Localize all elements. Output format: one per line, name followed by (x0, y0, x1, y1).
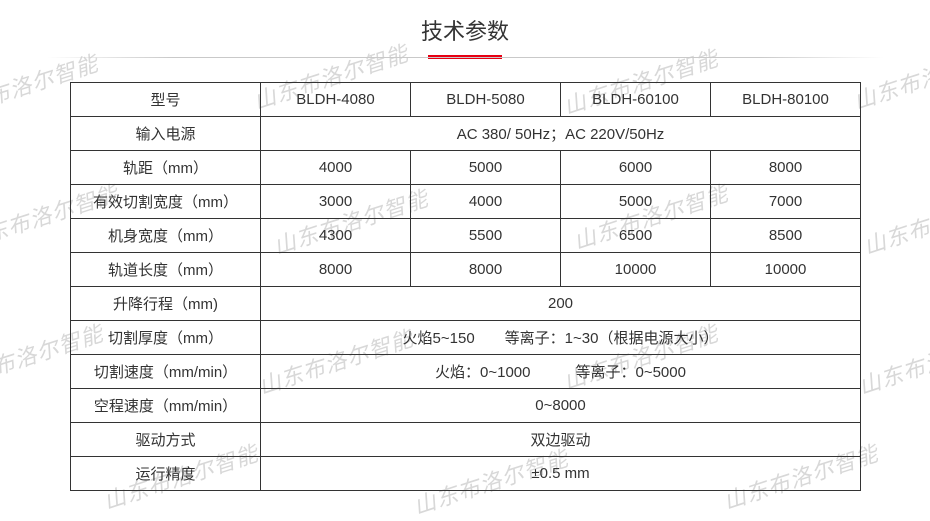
table-row: 型号BLDH-4080BLDH-5080BLDH-60100BLDH-80100 (71, 83, 861, 117)
row-label: 型号 (71, 83, 261, 117)
spec-table-wrap: 型号BLDH-4080BLDH-5080BLDH-60100BLDH-80100… (70, 82, 860, 491)
row-merged-value: ±0.5 mm (261, 457, 861, 491)
row-cell: 8000 (711, 151, 861, 185)
spec-table: 型号BLDH-4080BLDH-5080BLDH-60100BLDH-80100… (70, 82, 861, 491)
table-row: 运行精度±0.5 mm (71, 457, 861, 491)
table-row: 有效切割宽度（mm）3000400050007000 (71, 185, 861, 219)
row-label: 机身宽度（mm） (71, 219, 261, 253)
row-cell: 10000 (561, 253, 711, 287)
row-merged-value: 火焰5~150 等离子：1~30（根据电源大小） (261, 321, 861, 355)
row-cell: 5000 (561, 185, 711, 219)
row-cell: 4000 (411, 185, 561, 219)
table-row: 升降行程（mm)200 (71, 287, 861, 321)
row-cell: 8000 (261, 253, 411, 287)
row-cell: 6000 (561, 151, 711, 185)
table-row: 空程速度（mm/min）0~8000 (71, 389, 861, 423)
row-merged-value: 0~8000 (261, 389, 861, 423)
table-row: 驱动方式双边驱动 (71, 423, 861, 457)
row-cell: 5000 (411, 151, 561, 185)
row-cell: BLDH-60100 (561, 83, 711, 117)
table-row: 轨道长度（mm）800080001000010000 (71, 253, 861, 287)
row-label: 运行精度 (71, 457, 261, 491)
table-row: 输入电源AC 380/ 50Hz；AC 220V/50Hz (71, 117, 861, 151)
watermark-text: 山东布洛尔智能 (849, 36, 930, 116)
row-label: 输入电源 (71, 117, 261, 151)
row-cell: 4300 (261, 219, 411, 253)
row-label: 轨距（mm） (71, 151, 261, 185)
row-label: 空程速度（mm/min） (71, 389, 261, 423)
row-cell: 4000 (261, 151, 411, 185)
table-row: 切割厚度（mm）火焰5~150 等离子：1~30（根据电源大小） (71, 321, 861, 355)
row-cell: BLDH-80100 (711, 83, 861, 117)
title-underline (0, 56, 930, 60)
row-label: 有效切割宽度（mm） (71, 185, 261, 219)
row-merged-value: 双边驱动 (261, 423, 861, 457)
row-label: 切割速度（mm/min） (71, 355, 261, 389)
row-cell: BLDH-5080 (411, 83, 561, 117)
row-cell: 5500 (411, 219, 561, 253)
row-label: 切割厚度（mm） (71, 321, 261, 355)
row-cell: 10000 (711, 253, 861, 287)
row-cell: BLDH-4080 (261, 83, 411, 117)
row-merged-value: AC 380/ 50Hz；AC 220V/50Hz (261, 117, 861, 151)
row-label: 轨道长度（mm） (71, 253, 261, 287)
row-cell: 8500 (711, 219, 861, 253)
table-row: 轨距（mm）4000500060008000 (71, 151, 861, 185)
row-cell: 7000 (711, 185, 861, 219)
row-merged-value: 200 (261, 287, 861, 321)
watermark-text: 山东布洛尔智能 (854, 321, 930, 401)
page-title: 技术参数 (0, 0, 930, 46)
table-row: 切割速度（mm/min）火焰：0~1000 等离子：0~5000 (71, 355, 861, 389)
table-row: 机身宽度（mm）4300550065008500 (71, 219, 861, 253)
watermark-text: 山东布洛尔智能 (859, 181, 930, 261)
row-label: 驱动方式 (71, 423, 261, 457)
row-cell: 6500 (561, 219, 711, 253)
row-cell: 8000 (411, 253, 561, 287)
row-cell: 3000 (261, 185, 411, 219)
row-merged-value: 火焰：0~1000 等离子：0~5000 (261, 355, 861, 389)
row-label: 升降行程（mm) (71, 287, 261, 321)
